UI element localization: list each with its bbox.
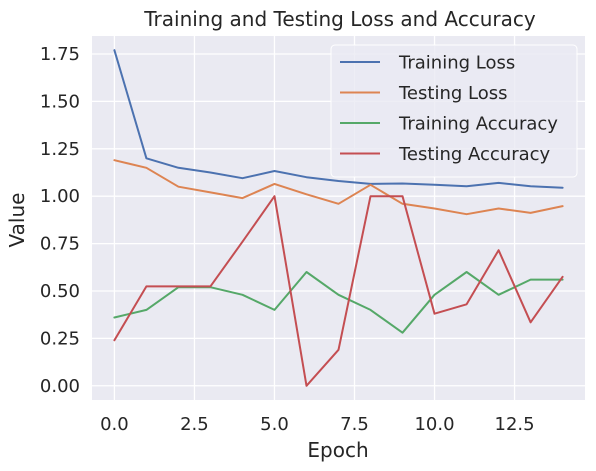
legend-label: Testing Loss bbox=[398, 83, 507, 104]
x-tick-label: 10.0 bbox=[414, 414, 454, 435]
y-tick-label: 0.75 bbox=[40, 234, 80, 255]
series-line-testing-accuracy bbox=[113, 195, 564, 387]
y-tick-label: 0.00 bbox=[40, 376, 80, 397]
y-tick-label: 0.50 bbox=[40, 281, 80, 302]
x-tick-label: 0.0 bbox=[100, 414, 129, 435]
y-tick-label: 1.00 bbox=[40, 186, 80, 207]
x-tick-label: 12.5 bbox=[495, 414, 535, 435]
y-axis-title: Value bbox=[5, 193, 29, 248]
y-tick-label: 1.75 bbox=[40, 44, 80, 65]
x-axis-ticks: 0.0 2.5 5.0 7.5 10.0 12.5 bbox=[100, 414, 535, 435]
legend: Training Loss Testing Loss Training Accura… bbox=[330, 44, 578, 178]
series-line-training-loss bbox=[113, 49, 564, 189]
x-axis-title: Epoch bbox=[307, 438, 368, 462]
legend-box bbox=[330, 44, 578, 178]
x-tick-label: 7.5 bbox=[340, 414, 369, 435]
y-axis-ticks: 0.00 0.25 0.50 0.75 1.00 1.25 1.50 1.75 bbox=[40, 44, 80, 397]
y-tick-label: 1.50 bbox=[40, 91, 80, 112]
y-tick-label: 1.25 bbox=[40, 139, 80, 160]
series-line-testing-loss bbox=[113, 159, 564, 216]
legend-label: Training Accuracy bbox=[398, 114, 558, 135]
y-tick-label: 0.25 bbox=[40, 328, 80, 349]
legend-label: Testing Accuracy bbox=[398, 144, 551, 165]
series-lines bbox=[113, 49, 564, 387]
x-tick-label: 2.5 bbox=[180, 414, 209, 435]
x-tick-label: 5.0 bbox=[260, 414, 289, 435]
chart-title: Training and Testing Loss and Accuracy bbox=[143, 7, 536, 31]
legend-label: Training Loss bbox=[398, 53, 515, 74]
